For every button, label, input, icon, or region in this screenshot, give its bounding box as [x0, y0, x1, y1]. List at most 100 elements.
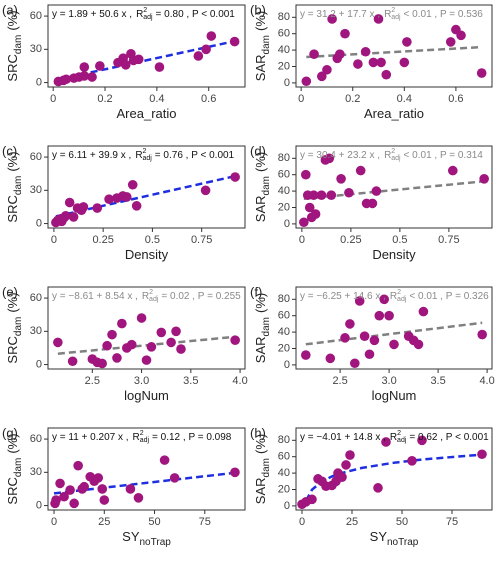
x-axis-label: logNum [372, 388, 417, 403]
annotation-r: R [135, 150, 142, 161]
y-tick-label: 40 [278, 326, 290, 338]
data-point [354, 296, 365, 306]
y-tick-label: 30 [30, 325, 42, 337]
annotation-equation: y = 30.4 + 23.2 x , [300, 150, 380, 161]
annotation: y = 11 + 0.207 x , R2 adj = 0.12 , P = 0.09… [52, 430, 232, 444]
data-point [79, 71, 90, 81]
x-tick-label: 0.25 [340, 234, 361, 246]
data-point [159, 455, 170, 465]
y-tick-label: 60 [278, 451, 290, 463]
annotation-sub: adj [397, 437, 407, 444]
plot-frame [295, 427, 493, 511]
fit-line [305, 321, 483, 346]
data-point [448, 165, 458, 176]
data-point [345, 450, 355, 460]
y-tick-label: 80 [278, 434, 290, 446]
x-tick-label: 0.5 [392, 234, 407, 246]
y-axis-label-sub: dam [13, 35, 24, 54]
y-tick-label: 0 [284, 500, 290, 512]
y-tick-label: 40 [278, 185, 290, 197]
y-tick-label: 40 [278, 467, 290, 479]
annotation-stat: = 0.62 , P < 0.001 [409, 432, 489, 443]
annotation-stat: < 0.01 , P = 0.326 [409, 291, 489, 302]
x-tick-label: 0.2 [345, 93, 360, 105]
y-axis-label: SRCdam (%) [5, 433, 23, 504]
annotation-sub: adj [140, 437, 150, 444]
data-point [355, 165, 366, 176]
data-point [389, 339, 399, 350]
y-tick-label: 60 [30, 151, 42, 163]
data-point [344, 187, 354, 198]
x-tick-label: 0.25 [92, 234, 113, 246]
data-point [379, 294, 390, 305]
y-axis-label-unit: (%) [253, 152, 268, 172]
x-tick-label: 0.6 [201, 93, 216, 105]
data-point [326, 190, 337, 200]
data-point [336, 174, 346, 184]
data-point [373, 483, 383, 493]
data-point [97, 484, 108, 494]
panel-label: (a) [2, 2, 18, 17]
fit-line [55, 174, 236, 218]
x-tick-label: 0.6 [448, 93, 463, 105]
data-point [360, 46, 371, 57]
annotation-sup: 2 [143, 148, 147, 155]
data-point [131, 201, 142, 211]
x-tick-label: 3.5 [183, 375, 198, 387]
data-point [337, 472, 347, 483]
annotation-equation: y = −8.61 + 8.54 x , [52, 291, 138, 302]
data-point [301, 169, 311, 180]
data-point [166, 337, 176, 348]
x-axis-label: Density [125, 247, 169, 262]
annotation-equation: y = −6.25 + 14.6 x , [300, 291, 386, 302]
data-point [301, 350, 311, 360]
y-tick-label: 30 [30, 466, 42, 478]
x-axis-label: SYnoTrap [122, 529, 171, 547]
data-point [476, 68, 487, 78]
annotation-sub: adj [397, 296, 407, 303]
x-tick-label: 75 [446, 516, 458, 528]
data-point [92, 203, 103, 213]
data-point [322, 64, 332, 75]
x-tick-label: 0 [299, 516, 305, 528]
y-tick-label: 0 [36, 499, 42, 511]
data-point [126, 339, 137, 350]
x-tick-label: 3.0 [134, 375, 149, 387]
annotation-stat: < 0.01 , P = 0.536 [404, 9, 484, 20]
data-point [413, 339, 424, 350]
x-tick-label: 50 [396, 516, 408, 528]
data-point [340, 28, 350, 39]
annotation-r: R [384, 9, 391, 20]
data-point [154, 62, 165, 72]
y-axis-label-unit: (%) [5, 292, 20, 312]
x-axis-label: SYnoTrap [370, 529, 419, 547]
data-point [78, 202, 89, 212]
annotation-stat: = 0.02 , P = 0.255 [161, 291, 241, 302]
annotation: y = 31.2 + 17.7 x , R2 adj < 0.01 , P = 0.5… [300, 7, 483, 21]
data-point [65, 485, 75, 495]
y-axis-label-main: SRC [5, 477, 20, 504]
data-point [325, 353, 336, 364]
data-point [230, 335, 240, 345]
y-axis-label-sub: dam [13, 317, 24, 336]
data-point [127, 179, 138, 190]
data-point [335, 49, 345, 59]
data-point [99, 495, 110, 505]
x-tick-label: 4.0 [479, 375, 494, 387]
x-axis-label: Area_ratio [117, 106, 177, 121]
annotation-r: R [133, 432, 140, 443]
x-tick-label: 0 [298, 93, 304, 105]
data-point [350, 358, 360, 369]
data-point [117, 318, 127, 329]
data-point [136, 313, 147, 323]
data-point [68, 212, 79, 222]
x-axis-label-part: SY [122, 529, 140, 544]
y-tick-label: 60 [278, 28, 290, 40]
data-point [367, 198, 378, 209]
y-axis-label-main: SRC [5, 54, 20, 81]
data-point [456, 30, 466, 41]
data-point [374, 310, 385, 321]
data-point [316, 190, 327, 200]
x-tick-label: 3.5 [430, 375, 445, 387]
